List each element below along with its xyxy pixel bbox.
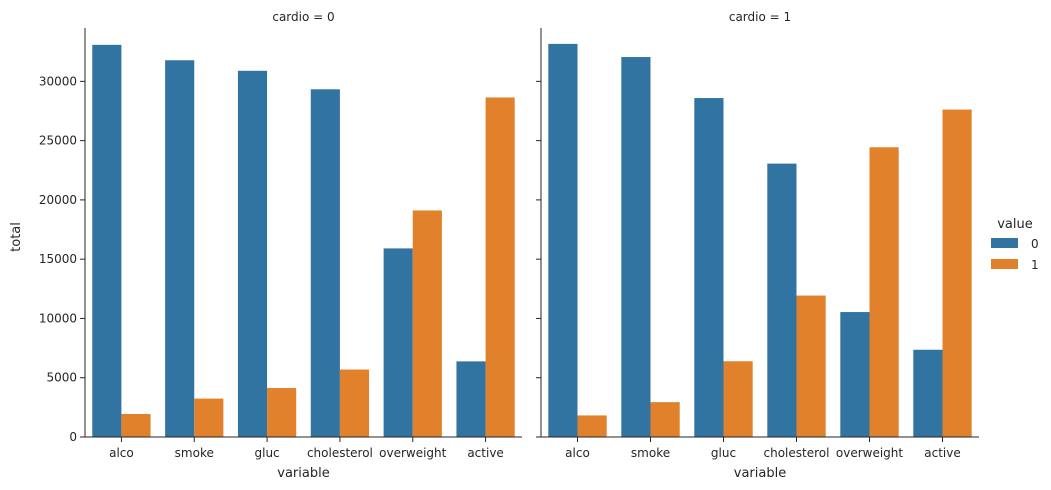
panel-title: cardio = 0 <box>272 10 334 24</box>
bar-smoke-value-1 <box>194 398 224 437</box>
panel-0: cardio = 0 alco smoke gluc cholesterol overwe… <box>39 10 522 481</box>
legend-title: value <box>997 217 1033 232</box>
bar-active-value-1 <box>942 109 972 437</box>
bar-overweight-value-1 <box>869 147 899 437</box>
bar-overweight-value-0 <box>840 312 870 437</box>
legend-swatch-0 <box>991 238 1018 248</box>
x-tick-label: cholesterol <box>764 446 830 460</box>
bar-gluc-value-0 <box>694 98 724 437</box>
bar-overweight-value-0 <box>383 248 413 437</box>
bar-gluc-value-1 <box>267 388 297 437</box>
bar-alco-value-1 <box>121 414 151 437</box>
panel-1: cardio = 1 alco smoke gluc cholesterol overwe… <box>536 10 979 481</box>
y-tick-label: 20000 <box>39 193 77 207</box>
bar-active-value-0 <box>913 349 943 437</box>
x-tick-label: smoke <box>175 446 214 460</box>
bar-cholesterol-value-0 <box>767 163 797 437</box>
bar-cholesterol-value-0 <box>310 89 340 437</box>
bar-alco-value-0 <box>548 43 578 437</box>
legend: value 0 1 <box>991 217 1039 272</box>
legend-label-1: 1 <box>1031 258 1039 272</box>
x-axis-label: variable <box>277 466 329 481</box>
panel-title: cardio = 1 <box>729 10 791 24</box>
bar-smoke-value-1 <box>650 402 680 437</box>
bar-active-value-1 <box>485 97 515 437</box>
bar-overweight-value-1 <box>412 210 442 437</box>
x-tick-label: overweight <box>379 446 447 460</box>
y-tick-label: 30000 <box>39 74 77 88</box>
bar-cholesterol-value-1 <box>339 369 370 437</box>
bar-alco-value-0 <box>92 44 122 437</box>
x-tick-label: alco <box>109 446 134 460</box>
panels-layer: cardio = 0 alco smoke gluc cholesterol overwe… <box>39 10 979 481</box>
bar-active-value-0 <box>456 361 486 437</box>
bar-smoke-value-0 <box>621 57 651 437</box>
bar-cholesterol-value-1 <box>796 295 826 437</box>
bar-alco-value-1 <box>577 415 607 437</box>
x-tick-label: active <box>924 446 960 460</box>
x-tick-label: alco <box>565 446 590 460</box>
y-tick-label: 0 <box>69 430 77 444</box>
x-tick-label: overweight <box>836 446 904 460</box>
x-axis-label: variable <box>734 466 786 481</box>
x-tick-label: gluc <box>255 446 280 460</box>
y-tick-label: 5000 <box>46 371 77 385</box>
x-tick-label: active <box>467 446 503 460</box>
legend-label-0: 0 <box>1031 237 1039 251</box>
bar-gluc-value-1 <box>723 361 753 437</box>
y-axis-label: total <box>9 222 24 252</box>
x-tick-label: gluc <box>711 446 736 460</box>
x-tick-label: smoke <box>631 446 670 460</box>
legend-swatch-1 <box>991 259 1018 269</box>
y-tick-label: 15000 <box>39 252 77 266</box>
bar-smoke-value-0 <box>165 60 195 437</box>
bar-gluc-value-0 <box>237 70 268 438</box>
y-tick-label: 10000 <box>39 311 77 325</box>
x-tick-label: cholesterol <box>307 446 373 460</box>
y-tick-label: 25000 <box>39 134 77 148</box>
